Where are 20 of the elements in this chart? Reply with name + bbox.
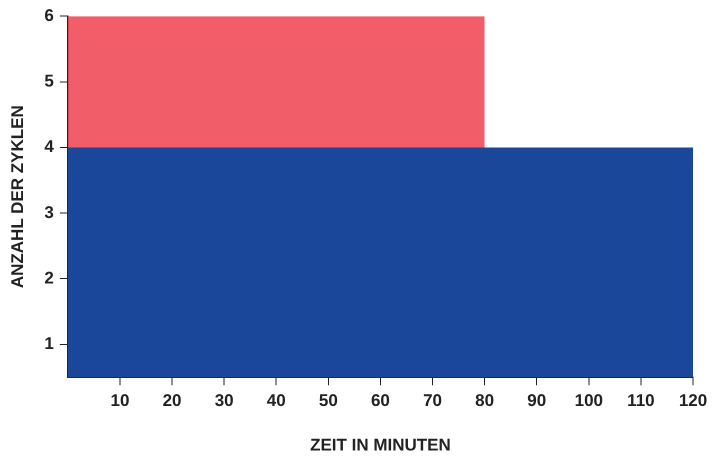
x-tick-label: 120 (678, 391, 708, 410)
x-tick-label: 50 (318, 391, 338, 410)
x-tick-label: 100 (574, 391, 603, 410)
x-tick-label: 20 (162, 391, 182, 410)
x-tick-label: 80 (475, 391, 494, 410)
x-tick-label: 40 (266, 391, 286, 410)
x-tick-label: 60 (370, 391, 390, 410)
y-tick-label: 6 (44, 6, 54, 25)
x-tick-label: 30 (214, 391, 234, 410)
x-tick-label: 70 (423, 391, 442, 410)
x-tick-label: 10 (110, 391, 130, 410)
y-tick-label: 2 (44, 268, 54, 288)
y-tick-label: 5 (44, 72, 54, 91)
y-tick-label: 4 (44, 137, 54, 156)
y-tick-label: 3 (44, 202, 54, 222)
x-tick-label: 110 (627, 391, 655, 410)
x-tick-label: 90 (527, 391, 546, 410)
y-tick-label: 1 (44, 334, 54, 354)
y-axis-title: ANZAHL DER ZYKLEN (8, 105, 27, 288)
x-axis-title: ZEIT IN MINUTEN (310, 435, 451, 454)
